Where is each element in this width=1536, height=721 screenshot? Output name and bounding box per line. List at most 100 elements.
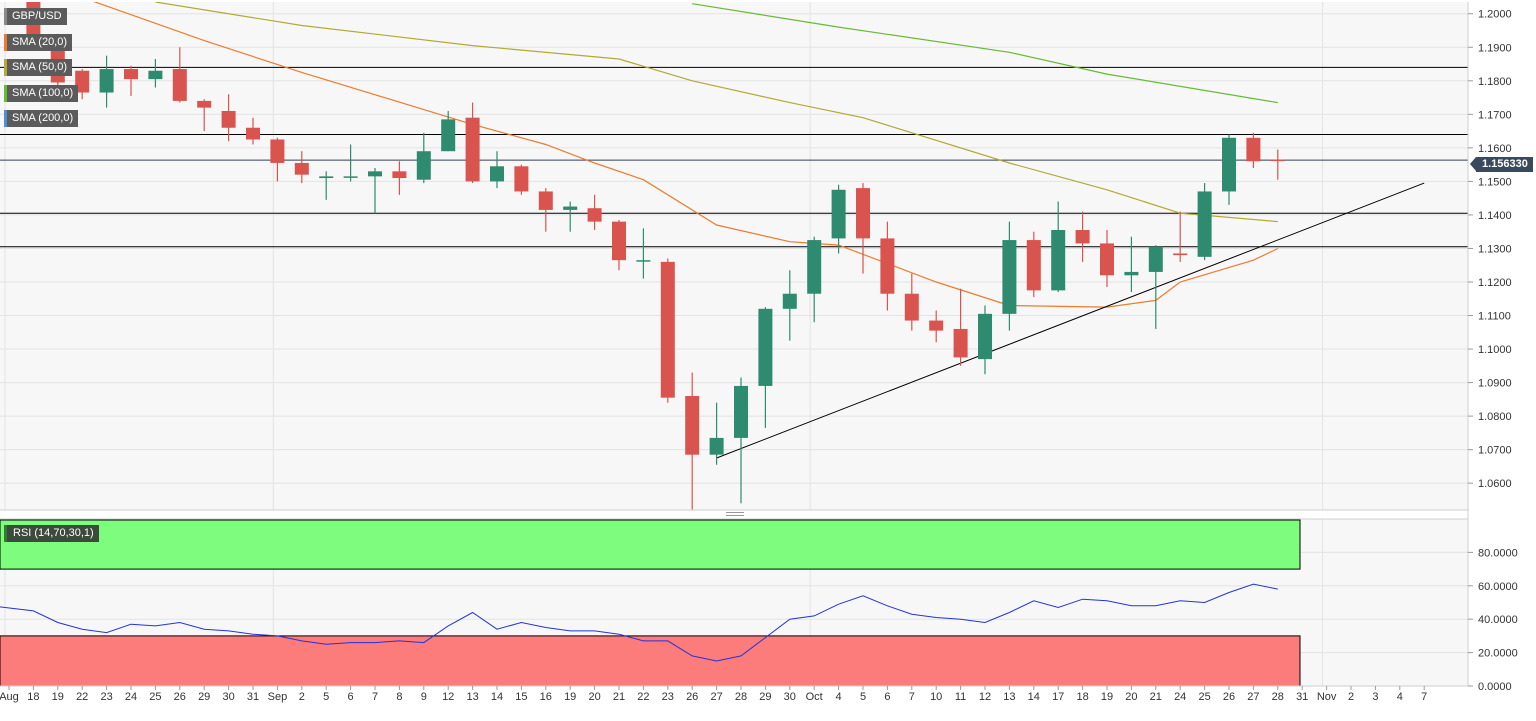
date-axis-label: 22 — [76, 691, 88, 703]
candle-down — [465, 102, 480, 184]
candle-down — [587, 194, 602, 231]
sma200-legend[interactable]: SMA (200,0) — [4, 110, 79, 127]
candle-body — [1100, 243, 1114, 276]
candle-body — [75, 70, 90, 93]
candle-up — [782, 270, 797, 341]
candle-body — [709, 437, 724, 455]
date-axis-label: 5 — [323, 691, 329, 703]
date-axis-label: 12 — [442, 691, 454, 703]
sma20-legend-label: SMA (20,0) — [12, 36, 68, 48]
candle-down — [294, 151, 309, 184]
candle-up — [1197, 183, 1212, 261]
sma20-legend[interactable]: SMA (20,0) — [4, 34, 73, 51]
candle-up — [368, 167, 382, 214]
candle-body — [392, 171, 407, 179]
candle-down — [660, 258, 675, 403]
sma-line-1 — [93, 2, 1279, 308]
candle-body — [416, 151, 431, 180]
date-axis-label: 13 — [466, 691, 478, 703]
date-axis-label: 6 — [884, 691, 890, 703]
symbol-label: GBP/USD — [12, 10, 62, 22]
candle-body — [1124, 271, 1139, 276]
sma200-legend-label: SMA (200,0) — [12, 112, 74, 124]
trendline — [716, 182, 1425, 459]
price-axis-label: 1.1200 — [1478, 277, 1512, 289]
symbol-legend[interactable]: GBP/USD — [4, 8, 67, 25]
date-axis-label: 30 — [784, 691, 796, 703]
candle-down — [856, 183, 870, 274]
candle-down — [221, 94, 236, 142]
price-axis-label: 1.1100 — [1478, 311, 1511, 323]
candle-up — [1148, 245, 1163, 329]
candle-body — [612, 221, 626, 261]
candle-body — [660, 261, 675, 398]
date-axis-label: 11 — [955, 691, 966, 703]
candle-body — [270, 139, 285, 163]
candle-down — [75, 69, 90, 100]
candle-body — [99, 69, 114, 93]
date-axis-label: Oct — [806, 691, 823, 703]
candle-down — [685, 372, 700, 510]
date-axis-label: 26 — [1223, 691, 1235, 703]
last-price-badge: 1.156330 — [1470, 157, 1533, 172]
candle-body — [685, 395, 700, 455]
candle-up — [636, 228, 651, 279]
price-axis-label: 1.1400 — [1478, 210, 1512, 222]
candle-body — [294, 162, 309, 175]
main-plot — [0, 2, 1468, 510]
candle-body — [1197, 191, 1212, 257]
candle-body — [636, 260, 651, 262]
price-axis-label: 1.1800 — [1478, 76, 1512, 88]
candle-body — [124, 69, 138, 80]
last-price-label: 1.156330 — [1482, 158, 1528, 170]
candle-body — [1222, 137, 1236, 192]
rsi-axis-label: 0.0000 — [1478, 681, 1512, 693]
candle-up — [490, 151, 504, 189]
candle-body — [1246, 137, 1261, 162]
candle-body — [758, 308, 773, 386]
candle-down — [953, 288, 968, 366]
date-axis-label: 2 — [1348, 691, 1354, 703]
date-axis-label: 13 — [1003, 691, 1015, 703]
candle-body — [807, 240, 822, 294]
candle-down — [172, 47, 187, 103]
date-axis-label: 23 — [662, 691, 674, 703]
date-axis-label: 7 — [1421, 691, 1427, 703]
rsi-axis-label: 20.0000 — [1478, 648, 1518, 660]
rsi-swatch — [4, 525, 7, 542]
candle-down — [1100, 230, 1114, 288]
price-axis-label: 1.1600 — [1478, 143, 1512, 155]
rsi-legend[interactable]: RSI (14,70,30,1) — [4, 525, 99, 542]
candle-body — [148, 70, 163, 80]
sma100-legend-label: SMA (100,0) — [12, 87, 74, 99]
candle-down — [1246, 132, 1261, 168]
price-axis-label: 1.0600 — [1478, 478, 1512, 490]
date-axis-label: 25 — [149, 691, 161, 703]
date-axis-label: 19 — [564, 691, 576, 703]
sma100-legend[interactable]: SMA (100,0) — [4, 85, 79, 102]
candle-down — [1026, 231, 1041, 298]
rsi-line — [0, 583, 1278, 662]
date-axis-label: 21 — [1150, 691, 1162, 703]
sma50-legend[interactable]: SMA (50,0) — [4, 59, 73, 76]
rsi-axis-label: 80.0000 — [1478, 547, 1518, 559]
rsi-plot — [0, 583, 1278, 662]
candle-down — [1270, 149, 1285, 180]
candle-body — [1270, 159, 1285, 162]
symbol-swatch — [4, 8, 7, 25]
candle-down — [270, 137, 285, 182]
date-axis-label: 15 — [515, 691, 527, 703]
sma100-swatch — [4, 85, 7, 102]
candle-body — [734, 385, 748, 438]
date-axis-label: 24 — [1174, 691, 1186, 703]
candle-up — [709, 402, 724, 465]
date-axis-label: 27 — [1247, 691, 1259, 703]
candle-up — [319, 171, 334, 200]
sma50-swatch — [4, 59, 7, 76]
sma50-legend-label: SMA (50,0) — [12, 61, 68, 73]
candle-up — [831, 184, 846, 254]
candle-up — [1222, 134, 1236, 205]
date-axis-label: 7 — [909, 691, 915, 703]
price-axis-label: 1.0800 — [1478, 411, 1512, 423]
candle-body — [831, 189, 846, 239]
